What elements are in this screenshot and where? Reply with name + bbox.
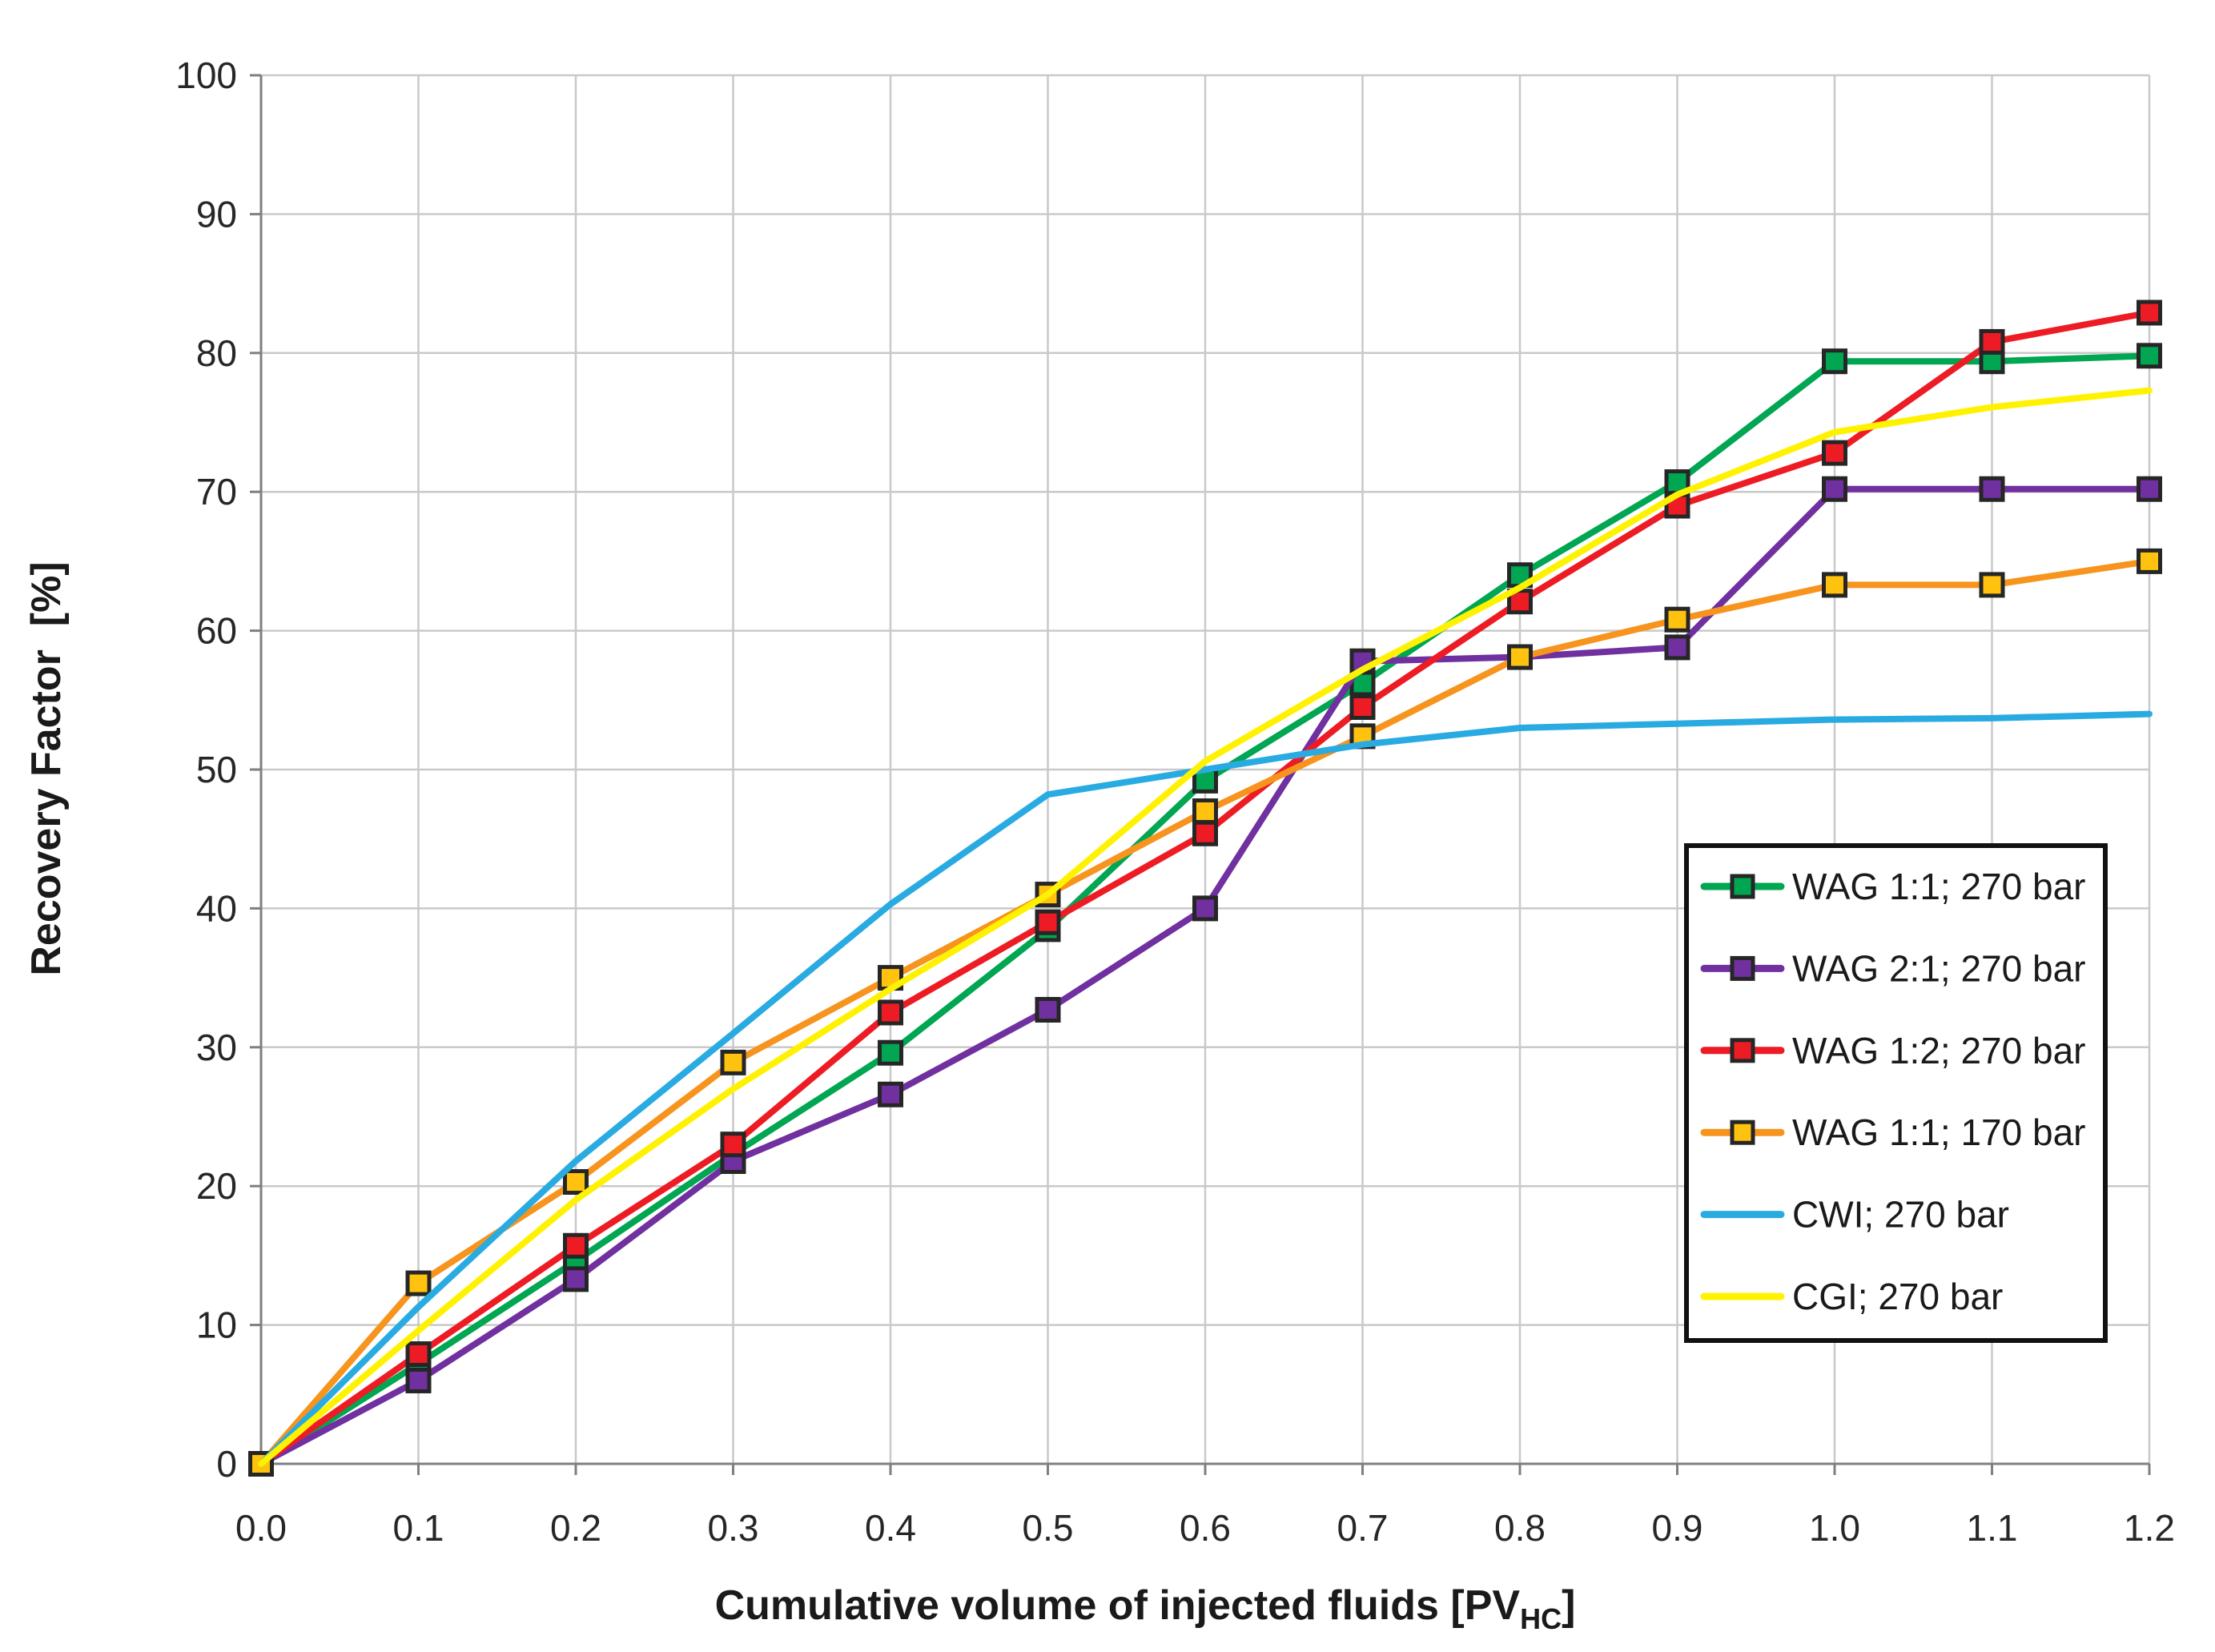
data-point-wag-1-1-170-bar — [1822, 572, 1847, 598]
data-point-wag-2-1-270-bar — [2137, 476, 2162, 502]
data-point-wag-2-1-270-bar — [563, 1266, 589, 1292]
x-axis-tick-label: 0.2 — [550, 1507, 601, 1549]
y-axis-tick-label: 0 — [216, 1443, 237, 1485]
data-point-wag-1-1-170-bar — [1664, 606, 1690, 633]
data-point-wag-1-1-170-bar — [2137, 548, 2162, 574]
data-point-wag-1-2-270-bar — [720, 1131, 746, 1158]
legend-item-label-wag-1-2-270-bar: WAG 1:2; 270 bar — [1792, 1030, 2085, 1071]
x-axis-tick-label: 0.5 — [1023, 1507, 1074, 1549]
y-axis-tick-label: 10 — [196, 1304, 237, 1346]
legend-item-label-wag-1-1-170-bar: WAG 1:1; 170 bar — [1792, 1111, 2085, 1153]
x-axis-tick-label: 0.0 — [235, 1507, 287, 1549]
data-point-wag-1-2-270-bar — [878, 999, 903, 1026]
x-axis-tick-label: 0.6 — [1180, 1507, 1231, 1549]
data-point-wag-1-2-270-bar — [563, 1232, 589, 1259]
series-line-cwi-270-bar — [258, 710, 2153, 1467]
y-axis-tick-label: 30 — [196, 1027, 237, 1068]
legend-item-label-cgi-270-bar: CGI; 270 bar — [1792, 1276, 2003, 1317]
y-axis-tick-label: 70 — [196, 471, 237, 512]
y-axis-tick-label: 50 — [196, 749, 237, 790]
x-axis-tick-label: 0.1 — [393, 1507, 444, 1549]
y-axis-tick-label: 80 — [196, 332, 237, 374]
series-line-cgi-270-bar — [258, 387, 2153, 1467]
x-axis-tick-label: 1.2 — [2124, 1507, 2175, 1549]
legend-item-label-wag-2-1-270-bar: WAG 2:1; 270 bar — [1792, 947, 2085, 989]
data-point-wag-1-1-170-bar — [720, 1049, 746, 1075]
x-axis-tick-label: 0.3 — [708, 1507, 759, 1549]
data-point-wag-1-1-170-bar — [1979, 572, 2005, 598]
data-point-wag-1-2-270-bar — [2137, 299, 2162, 326]
data-point-wag-1-1-270-bar — [2137, 343, 2162, 369]
y-axis-tick-label: 40 — [196, 887, 237, 929]
data-point-wag-1-1-170-bar — [405, 1270, 432, 1296]
legend-sample-marker-wag-1-1-170-bar — [1730, 1119, 1755, 1145]
legend-sample-marker-wag-1-1-270-bar — [1730, 874, 1755, 899]
x-axis-tick-label: 0.8 — [1494, 1507, 1546, 1549]
data-point-wag-1-2-270-bar — [1035, 909, 1061, 935]
x-axis-tick-label: 0.9 — [1652, 1507, 1703, 1549]
data-point-wag-1-2-270-bar — [1349, 693, 1376, 720]
legend-sample-marker-wag-2-1-270-bar — [1730, 955, 1755, 981]
data-point-wag-2-1-270-bar — [1979, 476, 2005, 502]
data-point-wag-2-1-270-bar — [1192, 895, 1218, 922]
y-axis-tick-label: 20 — [196, 1165, 237, 1207]
legend-box — [1684, 843, 2108, 1343]
data-point-wag-1-2-270-bar — [405, 1341, 432, 1368]
x-axis-title: Cumulative volume of injected fluids [PV… — [715, 1582, 1576, 1635]
x-axis-tick-label: 1.1 — [1967, 1507, 2018, 1549]
y-axis-tick-label: 60 — [196, 610, 237, 652]
legend-item-label-wag-1-1-270-bar: WAG 1:1; 270 bar — [1792, 866, 2085, 907]
data-point-wag-1-2-270-bar — [1192, 820, 1218, 846]
data-point-wag-1-2-270-bar — [1822, 440, 1847, 466]
legend-sample-marker-wag-1-2-270-bar — [1730, 1038, 1755, 1063]
legend-item-label-cwi-270-bar: CWI; 270 bar — [1792, 1194, 2009, 1236]
data-point-wag-1-1-170-bar — [1192, 798, 1218, 825]
data-point-wag-2-1-270-bar — [1664, 634, 1690, 661]
data-point-wag-1-1-270-bar — [1822, 348, 1847, 375]
data-point-wag-1-2-270-bar — [1979, 328, 2005, 355]
data-point-wag-1-1-170-bar — [563, 1168, 589, 1195]
y-axis-tick-label: 90 — [196, 193, 237, 235]
x-axis-tick-label: 0.7 — [1337, 1507, 1389, 1549]
x-axis-tick-label: 1.0 — [1809, 1507, 1860, 1549]
data-point-wag-2-1-270-bar — [878, 1081, 903, 1107]
x-axis-tick-label: 0.4 — [865, 1507, 916, 1549]
data-point-wag-1-1-170-bar — [1507, 644, 1533, 670]
y-axis-title: Recovery Factor [%] — [23, 561, 70, 975]
data-point-wag-2-1-270-bar — [1822, 476, 1847, 502]
data-point-wag-2-1-270-bar — [405, 1367, 432, 1393]
y-axis-tick-label: 100 — [175, 54, 237, 96]
data-point-wag-1-1-270-bar — [878, 1039, 903, 1066]
data-point-wag-2-1-270-bar — [1035, 996, 1061, 1023]
